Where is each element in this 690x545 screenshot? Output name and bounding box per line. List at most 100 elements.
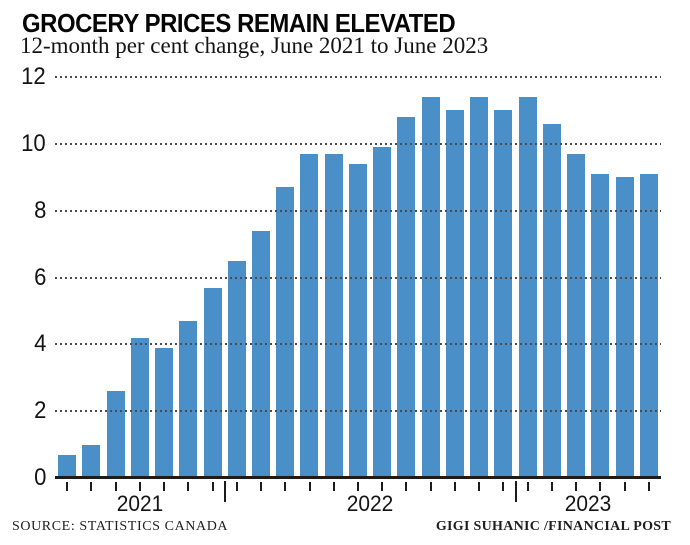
gridline-4	[55, 343, 661, 346]
gridline-8	[55, 209, 661, 212]
bar-slot	[637, 77, 661, 478]
y-axis-labels: 0 2 4 6 8 10 12	[0, 65, 46, 490]
bar	[445, 110, 464, 478]
bar-series	[55, 77, 661, 478]
bar	[58, 454, 77, 478]
bar	[82, 444, 101, 478]
chart-subtitle: 12-month per cent change, June 2021 to J…	[20, 33, 489, 58]
bar-slot	[419, 77, 443, 478]
bar-slot	[467, 77, 491, 478]
bar	[227, 260, 246, 478]
bar-slot	[297, 77, 321, 478]
year-label-2021: 2021	[116, 491, 164, 516]
y-tick-label: 0	[33, 464, 46, 491]
bar	[300, 153, 319, 478]
y-tick-label: 8	[33, 196, 46, 224]
plot-area	[55, 76, 661, 479]
month-tick	[66, 482, 69, 491]
bar	[251, 230, 270, 478]
bar	[421, 97, 440, 478]
bar	[324, 153, 343, 478]
page-title: GROCERY PRICES REMAIN ELEVATED	[22, 8, 456, 38]
bar-slot	[540, 77, 564, 478]
author-credit: GIGI SUHANIC /FINANCIAL POST	[435, 519, 671, 534]
bar-slot	[394, 77, 418, 478]
y-tick-label: 2	[33, 397, 46, 425]
bar	[470, 97, 489, 478]
y-tick-label: 10	[21, 129, 46, 157]
gridline-12	[55, 76, 661, 78]
bar	[591, 173, 610, 478]
month-tick	[502, 482, 505, 491]
bar-slot	[322, 77, 346, 478]
bar-slot	[225, 77, 249, 478]
bar	[373, 147, 392, 478]
month-tick	[599, 482, 602, 491]
month-tick	[429, 482, 432, 491]
bar-slot	[443, 77, 467, 478]
bar	[179, 320, 198, 478]
bar-slot	[564, 77, 588, 478]
month-tick	[235, 482, 238, 491]
month-tick	[260, 482, 263, 491]
month-tick	[357, 482, 359, 491]
bar-slot	[515, 77, 539, 478]
bar	[639, 173, 658, 478]
bar	[518, 97, 537, 478]
bar-slot	[200, 77, 224, 478]
bar	[155, 347, 174, 478]
bar-slot	[612, 77, 636, 478]
year-label-2022: 2022	[346, 491, 394, 516]
bar-slot	[55, 77, 79, 478]
bar-slot	[370, 77, 394, 478]
bar-slot	[588, 77, 612, 478]
month-tick	[187, 482, 190, 491]
month-tick	[114, 482, 117, 491]
x-axis-line	[55, 476, 661, 479]
month-tick	[211, 482, 214, 491]
bar-slot	[249, 77, 273, 478]
month-tick	[163, 482, 166, 491]
bar-slot	[152, 77, 176, 478]
bar-slot	[346, 77, 370, 478]
bar	[348, 163, 367, 478]
month-tick	[623, 482, 626, 491]
month-tick	[332, 482, 335, 491]
month-tick	[138, 482, 141, 491]
bar-slot	[176, 77, 200, 478]
month-tick	[381, 482, 384, 491]
bar-slot	[491, 77, 515, 478]
x-axis: 2021 2022 2023	[55, 478, 661, 520]
y-tick-label: 6	[33, 263, 46, 291]
bar	[615, 177, 634, 478]
bar	[542, 123, 561, 478]
bar	[276, 187, 295, 478]
month-tick	[453, 482, 456, 491]
gridline-2	[55, 410, 661, 413]
bar-slot	[103, 77, 127, 478]
month-tick	[478, 482, 481, 491]
year-label-2023: 2023	[565, 491, 612, 516]
year-boundary-tick	[223, 481, 226, 502]
gridline-6	[55, 276, 661, 279]
y-tick-label: 4	[33, 330, 46, 358]
bar	[106, 391, 125, 478]
month-tick	[575, 482, 578, 491]
month-tick	[284, 482, 287, 491]
month-tick	[526, 482, 529, 491]
bar-slot	[273, 77, 297, 478]
month-tick	[308, 482, 311, 491]
year-boundary-tick	[514, 481, 517, 502]
bar-slot	[128, 77, 152, 478]
y-tick-label: 12	[21, 63, 46, 90]
bar	[397, 117, 416, 478]
month-tick	[90, 482, 93, 491]
bar	[203, 287, 222, 478]
bar-slot	[79, 77, 103, 478]
month-tick	[647, 482, 650, 491]
month-tick	[550, 482, 553, 491]
bar	[130, 337, 149, 478]
bar	[494, 110, 513, 478]
source-credit: SOURCE: STATISTICS CANADA	[12, 519, 229, 534]
